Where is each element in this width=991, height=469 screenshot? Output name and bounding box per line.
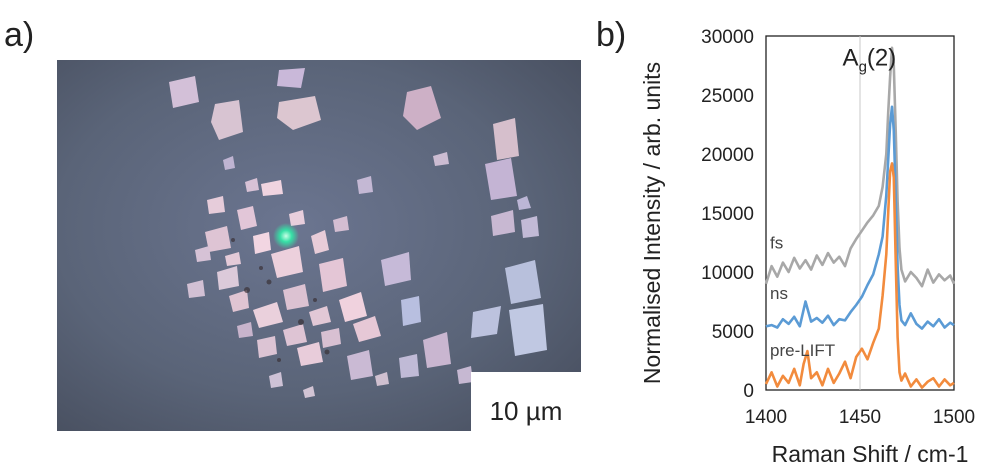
flake <box>491 210 515 236</box>
flake <box>253 232 271 254</box>
flake <box>521 216 539 238</box>
series-line-fs <box>764 46 956 288</box>
laser-spot <box>273 223 299 249</box>
flake <box>217 266 239 290</box>
series-label-fs: fs <box>770 233 783 252</box>
flake <box>257 336 277 358</box>
scale-bar-label: 10 µm <box>490 396 563 426</box>
panel-label-b: b) <box>596 16 627 54</box>
debris-particle <box>277 358 281 362</box>
flake <box>339 292 367 322</box>
debris-particle <box>231 238 235 242</box>
flake <box>223 156 235 170</box>
x-axis-label: Raman Shift / cm-1 <box>772 441 969 467</box>
flake <box>297 342 323 366</box>
optical-micrograph: 10 µm <box>57 60 581 431</box>
flake <box>303 386 315 398</box>
x-tick-label: 1500 <box>933 407 975 428</box>
flake <box>211 100 243 140</box>
flake <box>493 118 519 160</box>
flake <box>195 246 211 262</box>
flake <box>207 196 225 214</box>
y-tick-label: 15000 <box>701 204 754 225</box>
debris-particle <box>324 349 330 355</box>
flake <box>505 260 541 304</box>
flake <box>357 176 373 194</box>
chart-plot-area <box>764 35 956 391</box>
flake <box>253 302 283 328</box>
flake <box>261 180 283 196</box>
flake <box>401 296 421 326</box>
flakes <box>169 68 547 398</box>
flake <box>347 350 373 380</box>
flake <box>311 230 329 254</box>
flake <box>225 252 241 266</box>
flake <box>269 372 283 388</box>
debris-particle <box>259 266 263 270</box>
flake <box>517 196 531 210</box>
series-line-pre-lift <box>764 162 955 389</box>
flake <box>353 316 381 342</box>
flake <box>333 216 349 232</box>
y-tick-label: 0 <box>743 381 754 402</box>
series-layer <box>764 46 956 389</box>
flake <box>485 158 517 200</box>
panel-label-a: a) <box>4 16 35 54</box>
debris-particle <box>313 298 317 302</box>
x-tick-labels: 1400 1450 1500 <box>745 407 975 428</box>
y-tick-label: 30000 <box>701 27 754 48</box>
flake <box>381 252 411 286</box>
flake <box>237 206 257 230</box>
flake <box>187 280 205 298</box>
flake <box>433 152 449 166</box>
peak-annotation-suffix: (2) <box>867 45 896 72</box>
debris <box>231 238 330 362</box>
flake <box>229 290 249 312</box>
flake <box>457 366 473 384</box>
flake <box>423 332 451 368</box>
debris-particle <box>266 279 272 285</box>
flake <box>283 284 309 310</box>
flake <box>277 68 305 88</box>
flake <box>289 210 305 226</box>
scale-bar <box>492 378 564 386</box>
flake <box>509 304 547 356</box>
y-tick-label: 20000 <box>701 145 754 166</box>
series-label-ns: ns <box>770 284 788 303</box>
y-tick-label: 25000 <box>701 86 754 107</box>
y-tick-labels: 0 5000 10000 15000 20000 25000 30000 <box>701 27 754 402</box>
flake <box>321 328 341 348</box>
flake <box>169 76 199 108</box>
debris-particle <box>244 287 250 293</box>
flake <box>375 372 389 386</box>
x-tick-label: 1450 <box>839 407 881 428</box>
micrograph-image: 10 µm <box>57 60 581 431</box>
x-tick-label: 1400 <box>745 407 787 428</box>
y-tick-label: 5000 <box>712 322 754 343</box>
debris-particle <box>298 319 304 325</box>
series-label-pre-lift: pre-LIFT <box>770 341 835 360</box>
series-labels: fs ns pre-LIFT <box>770 233 835 359</box>
flake <box>283 324 307 346</box>
flake <box>399 354 419 378</box>
flake <box>245 178 259 192</box>
y-tick-label: 10000 <box>701 263 754 284</box>
flake <box>309 306 331 326</box>
flake <box>471 306 501 338</box>
y-axis-label: Normalised Intensity / arb. units <box>639 62 665 384</box>
flake <box>277 96 321 130</box>
flake <box>237 322 253 338</box>
flake <box>271 246 303 278</box>
flake <box>319 258 347 292</box>
flake <box>205 226 231 252</box>
peak-annotation: Ag(2) <box>843 45 897 76</box>
flake <box>403 86 441 130</box>
series-line-ns <box>765 105 955 330</box>
peak-annotation-sub: g <box>859 59 867 76</box>
peak-annotation-base: A <box>843 45 859 72</box>
